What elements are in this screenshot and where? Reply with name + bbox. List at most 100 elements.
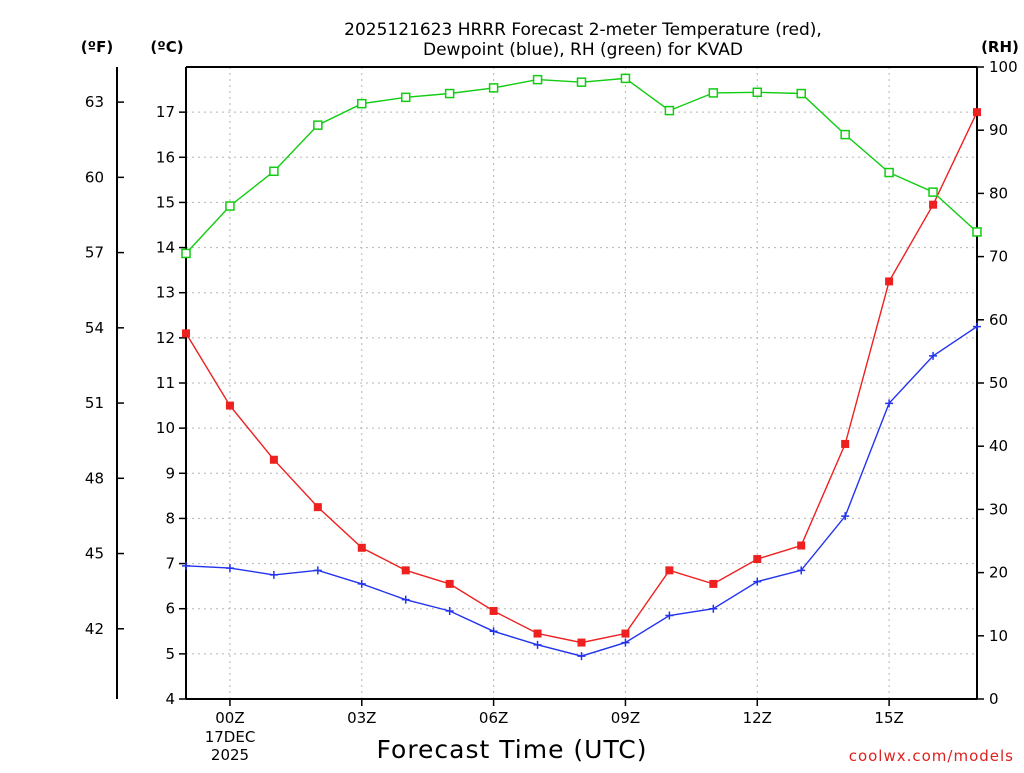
x-tick-label: 00Z bbox=[215, 709, 244, 727]
dewpoint-point bbox=[357, 579, 366, 588]
fahrenheit-tick-label: 54 bbox=[85, 319, 104, 337]
fahrenheit-tick-label: 57 bbox=[85, 244, 104, 262]
fahrenheit-tick-label: 48 bbox=[85, 469, 104, 487]
rh-tick-label: 50 bbox=[989, 374, 1008, 392]
temperature-point bbox=[313, 503, 322, 512]
celsius-tick-label: 10 bbox=[156, 419, 175, 437]
celsius-tick-label: 16 bbox=[156, 148, 175, 166]
rh-point bbox=[313, 120, 323, 130]
rh-series bbox=[181, 73, 982, 259]
rh-tick-label: 90 bbox=[989, 121, 1008, 139]
rh-tick-label: 20 bbox=[989, 564, 1008, 582]
celsius-tick-label: 8 bbox=[165, 509, 175, 527]
dewpoint-point bbox=[489, 627, 498, 636]
rh-tick-label: 30 bbox=[989, 500, 1008, 518]
date-label-year: 2025 bbox=[211, 746, 249, 764]
rh-point bbox=[532, 74, 543, 85]
temperature-point bbox=[621, 629, 630, 638]
dewpoint-point bbox=[401, 595, 410, 604]
dewpoint-point bbox=[621, 638, 630, 647]
celsius-tick-label: 17 bbox=[156, 103, 175, 121]
rh-point bbox=[269, 166, 279, 177]
fahrenheit-tick-label: 60 bbox=[85, 168, 104, 186]
fahrenheit-tick-label: 63 bbox=[85, 93, 104, 111]
dewpoint-point bbox=[753, 577, 762, 586]
temperature-point bbox=[401, 566, 410, 575]
x-axis-label: Forecast Time (UTC) bbox=[377, 735, 648, 764]
celsius-tick-label: 14 bbox=[156, 239, 175, 257]
temperature-point bbox=[269, 455, 278, 464]
rh-point bbox=[488, 83, 499, 93]
dewpoint-point bbox=[445, 606, 454, 615]
rh-point bbox=[708, 88, 719, 98]
fahrenheit-tick-label: 51 bbox=[85, 394, 104, 412]
rh-tick-label: 10 bbox=[989, 627, 1008, 645]
temperature-point bbox=[929, 200, 938, 209]
rh-tick-label: 70 bbox=[989, 248, 1008, 266]
rh-tick-label: 80 bbox=[989, 184, 1008, 202]
celsius-tick-label: 15 bbox=[156, 193, 175, 211]
x-tick-label: 03Z bbox=[347, 709, 376, 727]
credit-link[interactable]: coolwx.com/models bbox=[849, 747, 1014, 765]
rh-tick-label: 0 bbox=[989, 690, 999, 708]
celsius-tick-label: 6 bbox=[165, 600, 175, 618]
temperature-point bbox=[709, 579, 718, 588]
rh-point bbox=[972, 227, 982, 237]
celsius-tick-label: 11 bbox=[156, 374, 175, 392]
dewpoint-point bbox=[973, 322, 981, 331]
fahrenheit-tick-label: 45 bbox=[85, 545, 104, 563]
dewpoint-point bbox=[885, 399, 894, 408]
dewpoint-series bbox=[182, 322, 981, 661]
temperature-line bbox=[185, 111, 978, 644]
temperature-point bbox=[797, 541, 806, 550]
celsius-unit-label: (ºC) bbox=[150, 38, 183, 56]
tick-labels: 4567891011121314151617424548515457606301… bbox=[85, 58, 1018, 727]
dewpoint-point bbox=[225, 564, 234, 573]
temperature-series bbox=[182, 108, 981, 647]
temperature-point bbox=[182, 329, 190, 338]
dewpoint-point bbox=[929, 351, 938, 360]
rh-point bbox=[752, 87, 763, 98]
dewpoint-line bbox=[185, 326, 978, 657]
celsius-tick-label: 9 bbox=[165, 464, 175, 482]
rh-unit-label: (RH) bbox=[981, 38, 1019, 56]
dewpoint-point bbox=[269, 570, 278, 579]
rh-point bbox=[884, 167, 894, 178]
temperature-point bbox=[357, 543, 366, 552]
rh-point bbox=[225, 201, 235, 211]
temperature-point bbox=[753, 555, 762, 564]
temperature-point bbox=[577, 638, 586, 647]
temperature-point bbox=[841, 439, 850, 448]
rh-tick-label: 60 bbox=[989, 311, 1008, 329]
temperature-point bbox=[973, 108, 981, 117]
dewpoint-point bbox=[533, 640, 542, 649]
celsius-tick-label: 4 bbox=[165, 690, 175, 708]
rh-point bbox=[928, 187, 938, 197]
dewpoint-point bbox=[665, 611, 674, 620]
rh-point bbox=[357, 98, 367, 109]
rh-point bbox=[400, 92, 411, 103]
rh-line bbox=[185, 77, 978, 254]
chart-title-line2: Dewpoint (blue), RH (green) for KVAD bbox=[423, 40, 743, 60]
rh-point bbox=[840, 129, 850, 140]
rh-tick-label: 40 bbox=[989, 437, 1008, 455]
temperature-point bbox=[885, 277, 894, 286]
celsius-tick-label: 7 bbox=[165, 555, 175, 573]
dewpoint-point bbox=[577, 652, 586, 661]
celsius-tick-label: 12 bbox=[156, 329, 175, 347]
dewpoint-point bbox=[709, 604, 718, 613]
x-tick-label: 06Z bbox=[479, 709, 508, 727]
grid-lines bbox=[186, 67, 977, 699]
chart-title-line1: 2025121623 HRRR Forecast 2-meter Tempera… bbox=[344, 20, 822, 40]
rh-point bbox=[576, 77, 587, 87]
data-series bbox=[181, 73, 982, 661]
temperature-point bbox=[445, 579, 454, 588]
dewpoint-point bbox=[797, 566, 806, 575]
x-tick-label: 15Z bbox=[874, 709, 903, 727]
x-tick-label: 12Z bbox=[743, 709, 772, 727]
dewpoint-point bbox=[182, 561, 190, 570]
fahrenheit-unit-label: (ºF) bbox=[81, 38, 113, 56]
celsius-tick-label: 13 bbox=[156, 284, 175, 302]
